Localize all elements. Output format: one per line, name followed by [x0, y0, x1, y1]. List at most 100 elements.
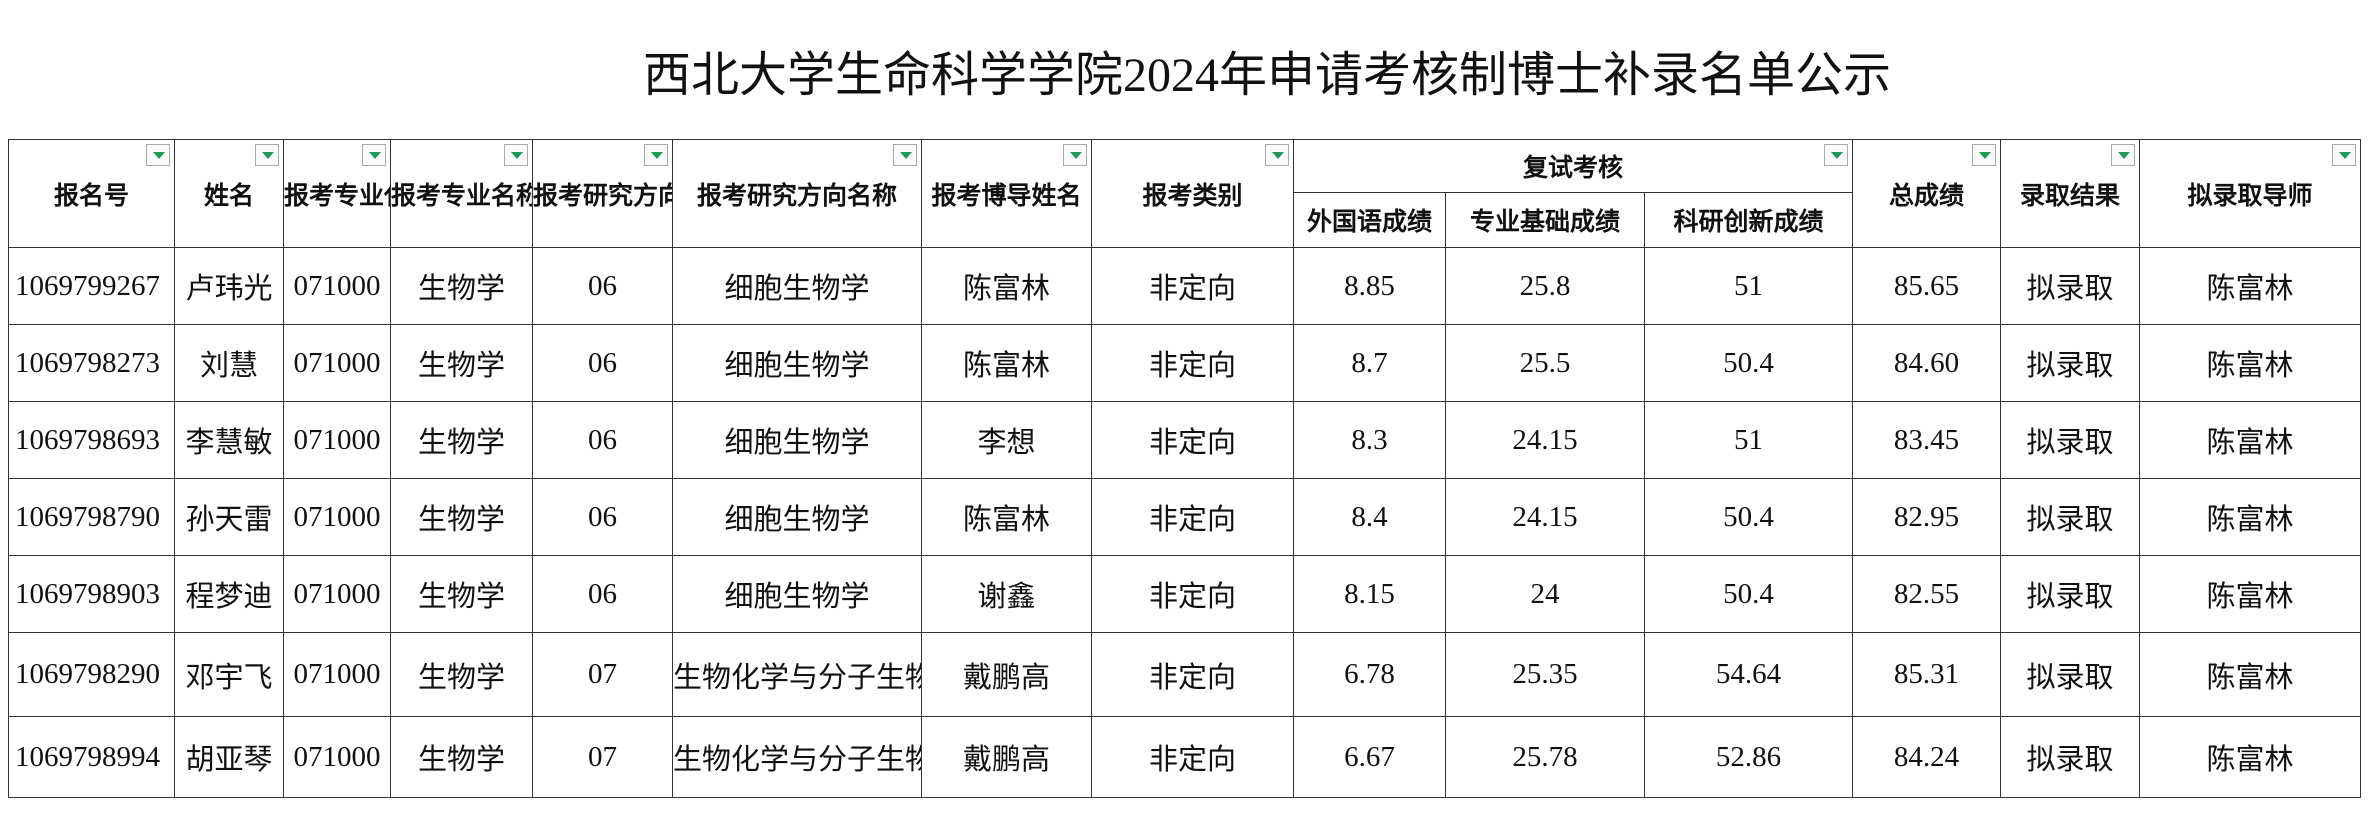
- cell: 非定向: [1091, 401, 1294, 479]
- cell: 戴鹏高: [921, 632, 1092, 717]
- cell: 拟录取: [2000, 632, 2140, 717]
- cell: 1069798290: [8, 632, 175, 717]
- data-row: 1069798693 李慧敏 071000 生物学 06 细胞生物学 李想 非定向 8.3 24.…: [8, 401, 2361, 479]
- cell: 陈富林: [2139, 716, 2361, 798]
- cell: 谢鑫: [921, 555, 1092, 633]
- cell: 生物学: [390, 478, 533, 556]
- cell: 非定向: [1091, 247, 1294, 325]
- cell: 51: [1644, 401, 1853, 479]
- filter-button[interactable]: [255, 144, 279, 166]
- cell: 李想: [921, 401, 1092, 479]
- cell: 8.4: [1293, 478, 1446, 556]
- data-row: 1069798903 程梦迪 071000 生物学 06 细胞生物学 谢鑫 非定向 8.15 24…: [8, 555, 2361, 633]
- cell: 82.95: [1852, 478, 2001, 556]
- filter-button[interactable]: [362, 144, 386, 166]
- cell: 84.24: [1852, 716, 2001, 798]
- cell: 06: [532, 555, 673, 633]
- cell: 生物学: [390, 247, 533, 325]
- data-row: 1069799267 卢玮光 071000 生物学 06 细胞生物学 陈富林 非定向 8.85 2…: [8, 247, 2361, 325]
- cell: 8.3: [1293, 401, 1446, 479]
- filter-button[interactable]: [146, 144, 170, 166]
- cell: 非定向: [1091, 716, 1294, 798]
- cell: 83.45: [1852, 401, 2001, 479]
- cell: 细胞生物学: [672, 324, 922, 402]
- cell: 1069798693: [8, 401, 175, 479]
- cell: 细胞生物学: [672, 247, 922, 325]
- cell: 生物学: [390, 401, 533, 479]
- column-header: 报考类别: [1091, 139, 1294, 248]
- cell: 07: [532, 716, 673, 798]
- cell: 52.86: [1644, 716, 1853, 798]
- cell: 拟录取: [2000, 555, 2140, 633]
- cell: 陈富林: [921, 324, 1092, 402]
- cell: 拟录取: [2000, 401, 2140, 479]
- cell: 细胞生物学: [672, 401, 922, 479]
- cell: 1069798994: [8, 716, 175, 798]
- cell: 陈富林: [2139, 401, 2361, 479]
- cell: 071000: [283, 401, 391, 479]
- cell: 生物学: [390, 555, 533, 633]
- cell: 8.85: [1293, 247, 1446, 325]
- cell: 李慧敏: [174, 401, 284, 479]
- cell: 6.67: [1293, 716, 1446, 798]
- cell: 生物学: [390, 716, 533, 798]
- cell: 1069798790: [8, 478, 175, 556]
- cell: 071000: [283, 324, 391, 402]
- cell: 85.31: [1852, 632, 2001, 717]
- cell: 陈富林: [2139, 247, 2361, 325]
- cell: 06: [532, 478, 673, 556]
- cell: 程梦迪: [174, 555, 284, 633]
- filter-button[interactable]: [2111, 144, 2135, 166]
- column-header: 报名号: [8, 139, 175, 248]
- cell: 生物学: [390, 632, 533, 717]
- header-row: 报名号姓名报考专业代码报考专业名称报考研究方向代码报考研究方向名称报考博导姓名报…: [8, 139, 2361, 248]
- cell: 25.8: [1445, 247, 1645, 325]
- cell: 51: [1644, 247, 1853, 325]
- cell: 非定向: [1091, 555, 1294, 633]
- column-header: 报考研究方向名称: [672, 139, 922, 248]
- cell: 1069798273: [8, 324, 175, 402]
- cell: 拟录取: [2000, 478, 2140, 556]
- subheader-row: 外国语成绩 专业基础成绩 科研创新成绩: [9, 192, 2361, 248]
- cell: 82.55: [1852, 555, 2001, 633]
- cell: 07: [532, 632, 673, 717]
- cell: 50.4: [1644, 478, 1853, 556]
- column-header: 报考专业代码: [283, 139, 391, 248]
- column-header: 报考博导姓名: [921, 139, 1092, 248]
- filter-button[interactable]: [1063, 144, 1087, 166]
- admission-table: 报名号姓名报考专业代码报考专业名称报考研究方向代码报考研究方向名称报考博导姓名报…: [8, 139, 2361, 798]
- cell: 06: [532, 247, 673, 325]
- cell: 84.60: [1852, 324, 2001, 402]
- cell: 拟录取: [2000, 716, 2140, 798]
- cell: 卢玮光: [174, 247, 284, 325]
- cell: 06: [532, 324, 673, 402]
- cell: 非定向: [1091, 632, 1294, 717]
- cell: 50.4: [1644, 324, 1853, 402]
- filter-button[interactable]: [644, 144, 668, 166]
- filter-button[interactable]: [1824, 144, 1848, 166]
- cell: 24.15: [1445, 478, 1645, 556]
- cell: 细胞生物学: [672, 478, 922, 556]
- column-subheader: 专业基础成绩: [1445, 192, 1645, 248]
- cell: 50.4: [1644, 555, 1853, 633]
- column-header: 总成绩: [1852, 139, 2001, 248]
- cell: 25.35: [1445, 632, 1645, 717]
- cell: 孙天雷: [174, 478, 284, 556]
- cell: 071000: [283, 247, 391, 325]
- filter-button[interactable]: [893, 144, 917, 166]
- cell: 85.65: [1852, 247, 2001, 325]
- cell: 071000: [283, 478, 391, 556]
- filter-button[interactable]: [1265, 144, 1289, 166]
- cell: 陈富林: [2139, 478, 2361, 556]
- data-row: 1069798290邓宇飞071000生物学07生物化学与分子生物学戴鹏高非定向…: [8, 632, 2361, 717]
- cell: 1069799267: [8, 247, 175, 325]
- filter-button[interactable]: [1972, 144, 1996, 166]
- cell: 陈富林: [921, 247, 1092, 325]
- page-title: 西北大学生命科学学院2024年申请考核制博士补录名单公示: [642, 49, 1891, 102]
- cell: 拟录取: [2000, 324, 2140, 402]
- filter-button[interactable]: [2332, 144, 2356, 166]
- cell: 陈富林: [2139, 324, 2361, 402]
- filter-button[interactable]: [504, 144, 528, 166]
- data-row: 1069798994胡亚琴071000生物学07生物化学与分子生物学戴鹏高非定向…: [8, 716, 2361, 798]
- cell: 24.15: [1445, 401, 1645, 479]
